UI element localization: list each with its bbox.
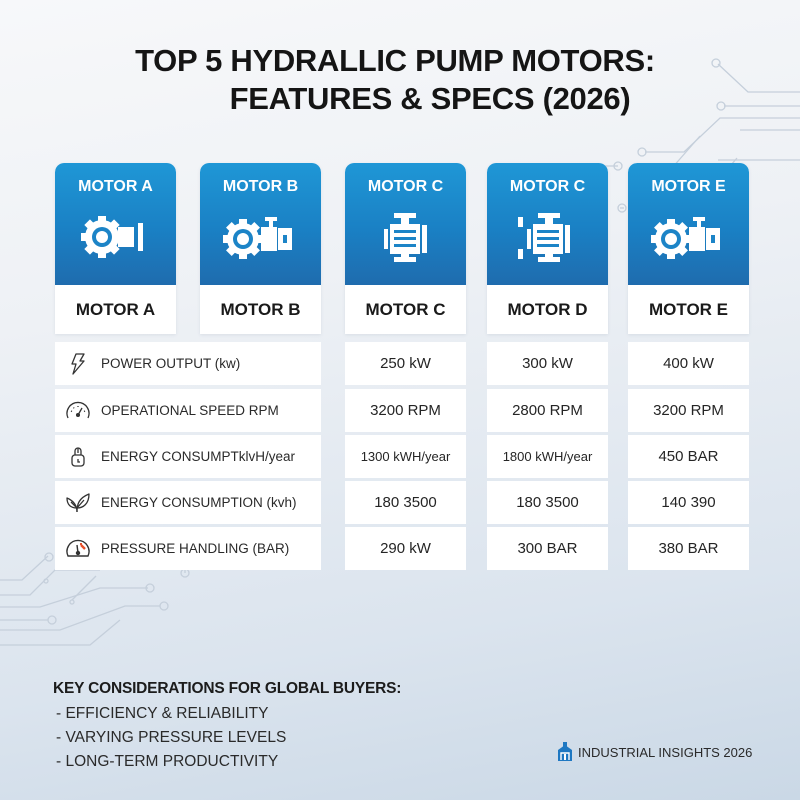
spec-value-power-motor-d: 300 kW — [487, 342, 608, 385]
spec-value-energy-year-motor-d: 1800 kWH/year — [487, 435, 608, 478]
spec-value-power-motor-c: 250 kW — [345, 342, 466, 385]
spec-label-text: POWER OUTPUT (kw) — [101, 356, 241, 371]
pressure-gauge-icon — [55, 538, 101, 560]
motor-card-name: MOTOR E — [648, 299, 729, 319]
motor-card-e: MOTOR E MOTOR E — [628, 163, 749, 334]
spec-value-pressure-motor-c: 290 kW — [345, 527, 466, 570]
spec-label-power-output: POWER OUTPUT (kw) — [55, 342, 321, 385]
motor-card-header-label: MOTOR C — [367, 178, 444, 195]
page-title: TOP 5 HYDRALLIC PUMP MOTORS: FEATURES & … — [0, 42, 800, 118]
motor-card-name: MOTOR C — [365, 299, 446, 319]
spec-label-text: ENERGY CONSUMPTklvH/year — [101, 449, 296, 464]
consideration-item: - VARYING PRESSURE LEVELS — [56, 729, 287, 746]
motor-card-header: MOTOR B — [200, 163, 321, 285]
motor-card-header: MOTOR E — [628, 163, 749, 285]
motor-card-header: MOTOR C — [487, 163, 608, 285]
spec-value-speed-motor-d: 2800 RPM — [487, 389, 608, 432]
spec-label-text: PRESSURE HANDLING (BAR) — [101, 541, 290, 556]
spec-label-energy-consumption-year: ENERGY CONSUMPTklvH/year — [55, 435, 321, 478]
spec-label-pressure-handling: PRESSURE HANDLING (BAR) — [55, 527, 321, 570]
spec-value-speed-motor-c: 3200 RPM — [345, 389, 466, 432]
motor-card-header: MOTOR C — [345, 163, 466, 285]
spec-label-text: OPERATIONAL SPEED RPM — [101, 403, 279, 418]
spec-label-text: ENERGY CONSUMPTION (kvh) — [101, 495, 297, 510]
spec-label-energy-consumption: ENERGY CONSUMPTION (kvh) — [55, 481, 321, 524]
spec-value-pressure-motor-d: 300 BAR — [487, 527, 608, 570]
leaf-icon — [55, 492, 101, 514]
pump-motor-icon — [517, 213, 570, 262]
speedometer-icon — [55, 401, 101, 421]
motor-card-name: MOTOR D — [507, 299, 588, 319]
title-line-1: TOP 5 HYDRALLIC PUMP MOTORS: — [135, 43, 655, 78]
spec-value-pressure-motor-e: 380 BAR — [628, 527, 749, 570]
electric-motor-icon — [383, 213, 427, 262]
motor-card-header-label: MOTOR A — [78, 178, 153, 195]
spec-value-energy-motor-c: 180 3500 — [345, 481, 466, 524]
spec-label-operational-speed: OPERATIONAL SPEED RPM — [55, 389, 321, 432]
motor-card-c: MOTOR C MOTOR C — [345, 163, 466, 334]
consideration-item: - LONG-TERM PRODUCTIVITY — [56, 753, 279, 770]
motor-card-header-label: MOTOR B — [222, 178, 299, 195]
motor-card-d: MOTOR C MOTOR D — [487, 163, 608, 334]
spec-value-energy-motor-d: 180 3500 — [487, 481, 608, 524]
brand-footer: INDUSTRIAL INSIGHTS 2026 — [557, 742, 752, 762]
factory-icon — [558, 742, 572, 761]
consideration-item: - EFFICIENCY & RELIABILITY — [56, 705, 269, 722]
title-line-2: FEATURES & SPECS (2026) — [229, 81, 631, 116]
considerations-heading: KEY CONSIDERATIONS FOR GLOBAL BUYERS: — [53, 680, 402, 697]
spec-value-power-motor-e: 400 kW — [628, 342, 749, 385]
gear-motor-icon — [222, 217, 292, 259]
brand-label: INDUSTRIAL INSIGHTS 2026 — [578, 744, 753, 760]
key-considerations: KEY CONSIDERATIONS FOR GLOBAL BUYERS: - … — [53, 680, 401, 771]
spec-value-energy-year-motor-e: 450 BAR — [628, 435, 749, 478]
spec-value-energy-year-motor-c: 1300 kWH/year — [345, 435, 466, 478]
motor-card-header-label: MOTOR C — [509, 178, 586, 195]
motor-card-name: MOTOR B — [220, 299, 301, 319]
spec-value-energy-motor-e: 140 390 — [628, 481, 749, 524]
motor-card-header-label: MOTOR E — [651, 178, 726, 195]
motor-card-header: MOTOR A — [55, 163, 176, 285]
gear-motor-icon — [80, 216, 143, 258]
spec-value-speed-motor-e: 3200 RPM — [628, 389, 749, 432]
plug-icon — [55, 446, 101, 468]
gear-motor-icon — [650, 217, 720, 259]
motor-card-a: MOTOR A MOTOR A — [55, 163, 176, 334]
motor-card-name: MOTOR A — [75, 299, 156, 319]
motor-card-b: MOTOR B MOTOR B — [200, 163, 321, 334]
lightning-icon — [55, 352, 101, 375]
